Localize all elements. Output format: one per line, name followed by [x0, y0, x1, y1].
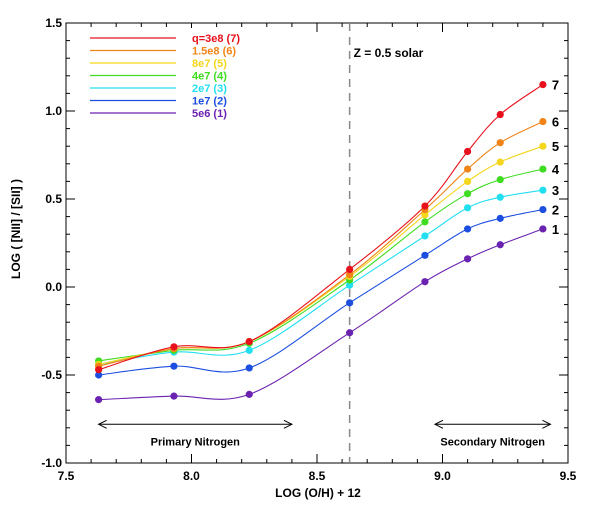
legend-entry: 1.5e8 (6) [192, 46, 236, 58]
data-point [346, 329, 354, 337]
metallicity-label: Z = 0.5 solar [354, 46, 424, 60]
y-tick-label: 1.0 [45, 104, 62, 118]
data-point [496, 241, 504, 249]
data-point [346, 299, 354, 307]
legend-entry: 4e7 (4) [192, 71, 227, 83]
annotation-label: Secondary Nitrogen [440, 436, 545, 448]
data-point [539, 205, 547, 214]
y-tick-label: 1.5 [45, 16, 62, 30]
series-curve [98, 189, 543, 365]
series-end-label: 2 [552, 203, 559, 218]
y-tick-label: -0.5 [41, 368, 62, 382]
series-curve [98, 228, 544, 401]
data-point [170, 362, 178, 370]
legend-entry: 2e7 (3) [192, 83, 227, 95]
data-point [245, 337, 253, 346]
data-point [539, 142, 547, 150]
arrowhead-left [433, 419, 444, 429]
data-point [464, 177, 472, 185]
arrowhead-right [542, 419, 552, 429]
data-point [464, 255, 472, 263]
data-point [421, 202, 429, 210]
data-point [464, 147, 472, 156]
data-point [496, 214, 504, 222]
data-point [421, 211, 429, 219]
data-point [464, 204, 472, 212]
series-end-label: 5 [552, 139, 559, 154]
legend: q=3e8 (7)1.5e8 (6)8e7 (5)4e7 (4)2e7 (3)1… [84, 28, 244, 128]
data-point [496, 158, 504, 166]
data-point [346, 265, 354, 273]
data-point [170, 343, 178, 351]
data-points [95, 81, 547, 404]
x-tick-label: 9.0 [434, 469, 451, 483]
series-curve [98, 168, 544, 362]
series-curve [98, 121, 544, 367]
data-point [421, 232, 429, 240]
arrowhead-right [283, 419, 294, 429]
data-point [539, 165, 547, 173]
data-point [170, 392, 178, 400]
data-point [421, 278, 429, 286]
annotation-label: Primary Nitrogen [151, 436, 241, 448]
legend-entry: 5e6 (1) [192, 108, 227, 120]
data-point [464, 190, 472, 198]
data-point [496, 193, 504, 201]
data-point [539, 186, 547, 194]
legend-entry: 1e7 (2) [192, 96, 227, 108]
data-point [539, 81, 547, 89]
y-axis-label: LOG ( [NII] / [SII] ) [9, 179, 23, 279]
arrowhead-left [97, 419, 107, 429]
series-end-label: 7 [552, 78, 559, 93]
x-tick-label: 7.5 [58, 469, 75, 483]
series-curve [98, 209, 544, 376]
data-point [346, 271, 354, 279]
series-end-label: 3 [552, 183, 559, 198]
series-end-label: 4 [552, 162, 560, 177]
y-tick-label: -1.0 [41, 456, 62, 470]
x-tick-label: 8.5 [309, 469, 326, 483]
data-point [95, 396, 103, 404]
data-point [245, 346, 253, 354]
legend-box [84, 28, 244, 128]
data-point [421, 218, 429, 226]
data-point [245, 364, 253, 372]
x-tick-label: 9.5 [560, 469, 577, 483]
legend-entry: 8e7 (5) [192, 58, 227, 70]
x-axis-label: LOG (O/H) + 12 [275, 486, 361, 500]
legend-entry: q=3e8 (7) [192, 33, 240, 45]
x-tick-label: 8.0 [183, 469, 200, 483]
series-end-label: 1 [552, 222, 559, 237]
data-point [346, 281, 354, 289]
data-point [496, 176, 504, 184]
data-point [539, 225, 547, 233]
model-curves [98, 84, 544, 401]
metallicity-marker: Z = 0.5 solar [348, 23, 424, 463]
series-curve [98, 84, 544, 371]
annotations: Primary Nitrogen Secondary Nitrogen [97, 419, 552, 448]
data-point [539, 117, 547, 126]
y-tick-label: 0.0 [45, 280, 62, 294]
data-point [95, 366, 103, 374]
data-point [464, 225, 472, 233]
data-point [496, 110, 504, 119]
data-point [496, 139, 504, 147]
data-point [95, 371, 103, 379]
axes: 7.5 8.0 8.5 9.0 9.5 -1.0 -0.5 0.0 0.5 1.0 1.5 [41, 16, 576, 483]
data-point [464, 165, 472, 173]
series-end-label: 6 [552, 115, 559, 130]
y-tick-label: 0.5 [45, 192, 62, 206]
data-point [421, 251, 429, 259]
series-end-labels: 1 2 3 4 5 6 7 [552, 78, 560, 237]
data-point [245, 390, 253, 398]
